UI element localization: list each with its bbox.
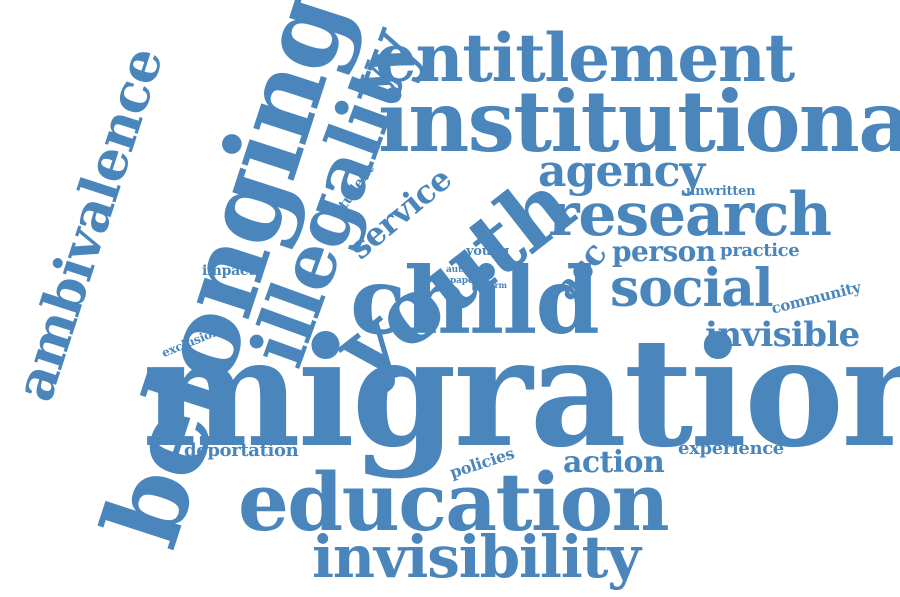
word-research: research [548,180,832,250]
word-practice: practice [720,240,800,261]
word-social: social [610,258,774,319]
word-deportation: deportation [184,440,299,461]
word-invisible: invisible [705,315,860,355]
word-child: child [350,247,600,355]
word-entitlement: entitlement [375,19,795,97]
word-author: author [446,265,479,275]
word-migration: migration [142,305,900,481]
word-invisibility: invisibility [312,523,641,591]
word-agency: agency [538,146,705,197]
word-experience: experience [678,438,784,459]
word-young: young [466,244,509,259]
word-paper: paper [450,276,478,286]
word-person: person [612,235,716,268]
word-education: education [238,455,670,549]
word-action: action [563,445,665,480]
word-institutional: institutional [378,72,900,171]
word-unwritten: unwritten [686,184,756,199]
word-form: form [486,280,507,290]
word-impact: impact [202,263,255,279]
